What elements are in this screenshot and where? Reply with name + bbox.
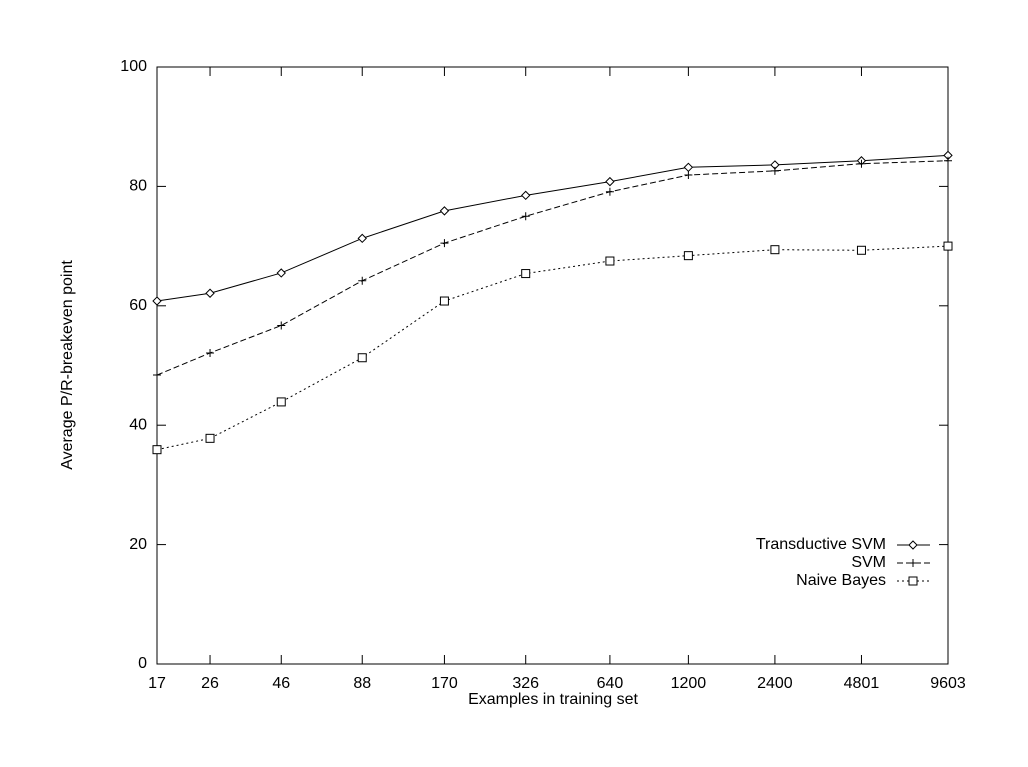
x-tick-label: 88: [353, 675, 371, 692]
point-square: [943, 241, 953, 251]
x-tick-label: 17: [148, 675, 166, 692]
point-plus: [206, 348, 215, 357]
x-tick-label: 1200: [671, 675, 707, 692]
y-axis-label: Average P/R-breakeven point: [59, 260, 76, 470]
point-square: [205, 433, 215, 443]
x-tick-label: 9603: [930, 675, 966, 692]
point-diamond: [205, 288, 215, 298]
x-axis-label: Examples in training set: [468, 691, 638, 708]
y-tick-label: 60: [129, 297, 147, 314]
plot-frame: [156, 66, 949, 665]
y-tick-label: 20: [129, 536, 147, 553]
point-diamond: [439, 206, 450, 216]
y-tick-label: 40: [129, 416, 147, 433]
point-square: [605, 256, 615, 266]
series-line: [156, 154, 949, 302]
x-tick-label: 2400: [757, 675, 793, 692]
y-tick-label: 80: [129, 178, 147, 195]
legend-label: SVM: [851, 554, 886, 571]
x-tick-label: 26: [201, 675, 219, 692]
point-plus: [277, 321, 286, 330]
point-square: [770, 245, 780, 255]
point-square: [439, 296, 449, 306]
point-plus: [857, 159, 866, 168]
point-plus: [605, 187, 614, 196]
x-tick-label: 170: [431, 675, 458, 692]
point-square: [683, 251, 693, 261]
point-square: [152, 445, 162, 455]
point-diamond: [521, 190, 531, 201]
point-square: [276, 397, 286, 407]
y-tick-label: 0: [138, 655, 147, 672]
point-plus: [153, 371, 161, 380]
point-diamond: [276, 268, 286, 278]
point-plus: [358, 276, 367, 285]
point-plus: [770, 166, 779, 175]
legend-marker: [909, 559, 917, 567]
point-square: [856, 245, 866, 255]
point-diamond: [152, 296, 162, 306]
x-tick-label: 640: [597, 675, 624, 692]
point-plus: [944, 156, 952, 165]
x-tick-label: 46: [272, 675, 290, 692]
point-plus: [521, 212, 530, 221]
point-plus: [684, 171, 693, 180]
legend-label: Naive Bayes: [796, 572, 886, 589]
series-line: [156, 245, 949, 451]
legend-marker: [908, 540, 918, 550]
point-plus: [440, 239, 449, 248]
y-tick-label: 100: [120, 58, 147, 75]
point-diamond: [605, 176, 615, 187]
point-square: [357, 353, 367, 363]
legend-label: Transductive SVM: [756, 536, 886, 553]
point-diamond: [683, 162, 694, 173]
point-square: [521, 269, 531, 279]
series-line: [156, 160, 949, 376]
legend-marker: [908, 576, 918, 586]
x-tick-label: 326: [512, 675, 539, 692]
point-diamond: [357, 233, 367, 244]
x-tick-label: 4801: [844, 675, 880, 692]
